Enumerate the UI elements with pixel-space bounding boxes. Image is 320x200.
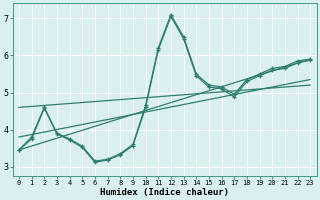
X-axis label: Humidex (Indice chaleur): Humidex (Indice chaleur): [100, 188, 229, 197]
